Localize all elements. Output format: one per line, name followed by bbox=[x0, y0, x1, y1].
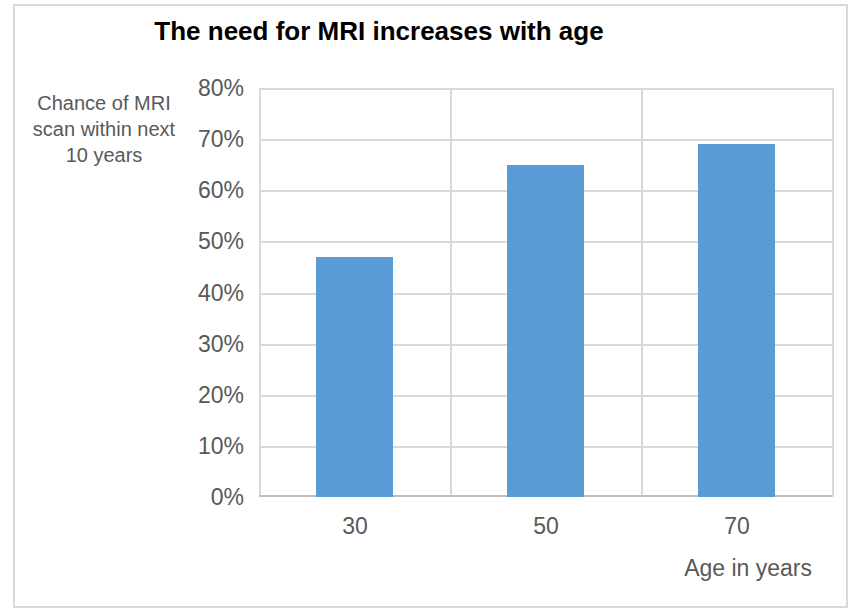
bar-30 bbox=[316, 257, 393, 497]
y-tick-label: 70% bbox=[130, 126, 244, 152]
y-tick-label: 30% bbox=[130, 331, 244, 357]
x-axis-title: Age in years bbox=[612, 555, 812, 582]
y-axis-line bbox=[259, 88, 261, 497]
x-tick-label: 30 bbox=[295, 513, 415, 540]
plot-area bbox=[259, 88, 832, 497]
y-tick-label: 50% bbox=[130, 228, 244, 254]
chart-title: The need for MRI increases with age bbox=[119, 16, 639, 47]
bar-70 bbox=[698, 144, 775, 497]
y-tick-label: 10% bbox=[130, 433, 244, 459]
y-tick-label: 60% bbox=[130, 177, 244, 203]
horizontal-gridline bbox=[259, 88, 832, 90]
y-tick-label: 80% bbox=[130, 75, 244, 101]
chart-image: The need for MRI increases with age Chan… bbox=[0, 0, 862, 616]
horizontal-gridline bbox=[259, 139, 832, 141]
vertical-gridline bbox=[832, 88, 834, 497]
x-tick-label: 70 bbox=[677, 513, 797, 540]
vertical-gridline bbox=[450, 88, 452, 497]
y-tick-label: 20% bbox=[130, 382, 244, 408]
x-tick-label: 50 bbox=[486, 513, 606, 540]
bar-50 bbox=[507, 165, 584, 497]
vertical-gridline bbox=[641, 88, 643, 497]
y-tick-label: 40% bbox=[130, 280, 244, 306]
y-tick-label: 0% bbox=[130, 484, 244, 510]
